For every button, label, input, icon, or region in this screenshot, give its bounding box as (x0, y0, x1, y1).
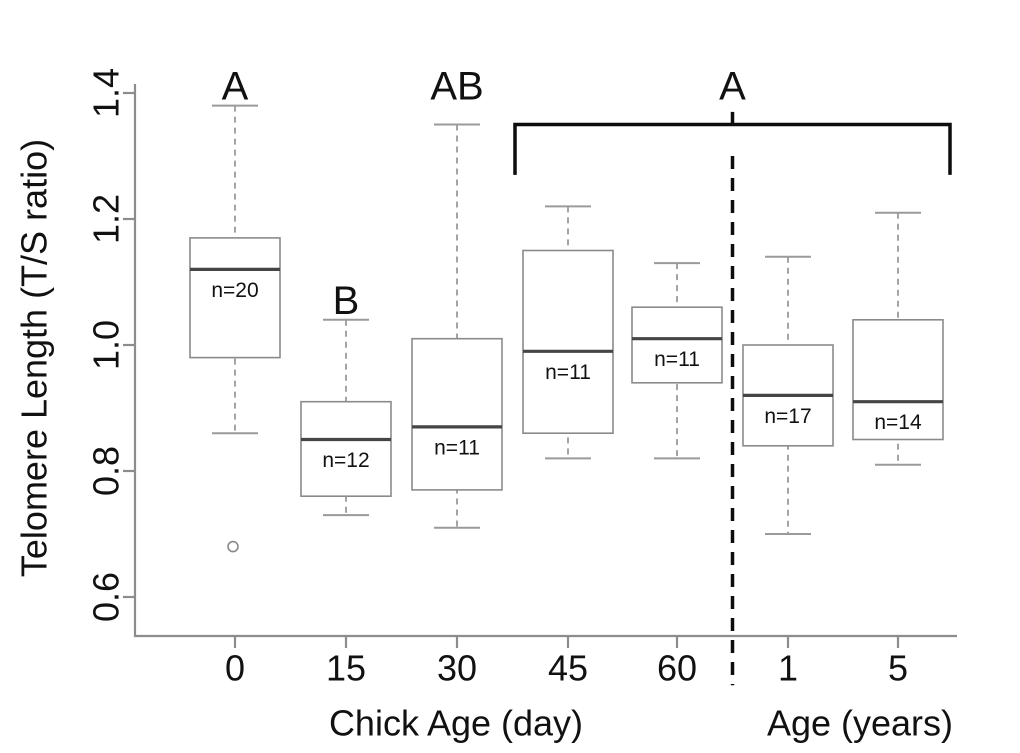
x-tick-label: 5 (888, 648, 908, 689)
box-group-60d: n=11 (631, 262, 723, 460)
y-tick-label: 1.2 (86, 194, 127, 244)
box-group-45d: n=11 (522, 205, 614, 460)
box-rect (300, 400, 392, 498)
x-tick-label: 45 (548, 648, 588, 689)
box-rect (522, 249, 614, 434)
outlier-point (227, 540, 239, 553)
box-rect (631, 306, 723, 384)
n-label: n=12 (322, 449, 369, 472)
n-label: n=11 (654, 348, 700, 371)
y-tick-label: 1.0 (86, 320, 127, 370)
x-tick-label: 30 (437, 648, 477, 689)
box-rect (852, 318, 944, 441)
n-label: n=11 (545, 361, 591, 384)
x-tick-label: 15 (326, 648, 366, 689)
n-label: n=17 (764, 405, 811, 428)
box-group-0d: n=20 (189, 104, 281, 553)
y-tick-label: 0.8 (86, 446, 127, 496)
x-tick-label: 60 (657, 648, 697, 689)
x-tick-label: 1 (778, 648, 798, 689)
n-label: n=14 (874, 411, 922, 434)
sig-letter-b: B (333, 279, 360, 323)
box-group-30d: n=11 (411, 123, 503, 529)
box-group-15d: n=12 (300, 318, 392, 517)
y-axis-title: Telomere Length (T/S ratio) (14, 139, 55, 577)
sig-letter-a: A (222, 65, 249, 109)
y-tick-label: 1.4 (86, 68, 127, 118)
n-label: n=11 (434, 436, 480, 459)
x-axis-title-adult: Age (years) (767, 703, 953, 744)
x-axis-title-chick: Chick Age (day) (329, 703, 583, 744)
box-group-5yr: n=14 (852, 211, 944, 466)
box-rect (411, 337, 503, 491)
box-group-1yr: n=17 (742, 255, 834, 535)
sig-letter-ab: AB (430, 65, 483, 109)
y-tick-label: 0.6 (86, 572, 127, 622)
x-tick-label: 0 (225, 648, 245, 689)
sig-letter-a: A (719, 65, 746, 109)
n-label: n=20 (211, 279, 258, 302)
box-rect (189, 237, 281, 359)
